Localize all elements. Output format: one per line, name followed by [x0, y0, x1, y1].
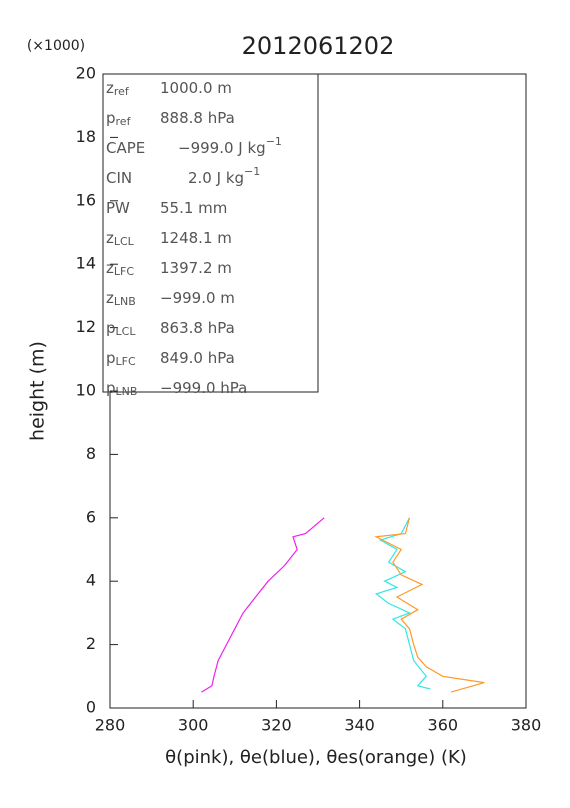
x-tick-label: 360: [428, 716, 459, 735]
info-value-main: 2.0 J kg: [188, 169, 244, 187]
info-value-main: 1397.2 m: [160, 259, 232, 277]
info-value-sup: −1: [244, 165, 260, 178]
info-label: zLFC: [106, 259, 134, 279]
info-value: −999.0 m: [160, 289, 235, 307]
y-tick-label: 0: [86, 698, 96, 717]
info-label-main: PW: [106, 199, 130, 217]
info-label: zLCL: [106, 229, 135, 249]
y-tick-label: 12: [76, 317, 96, 336]
x-tick-label: 320: [261, 716, 292, 735]
info-value: 863.8 hPa: [160, 319, 235, 337]
info-label-sub: LFC: [116, 355, 136, 368]
info-label: PW: [106, 199, 130, 217]
y-tick-label: 6: [86, 507, 96, 526]
y-tick-label: 4: [86, 571, 96, 590]
info-value-main: 849.0 hPa: [160, 349, 235, 367]
x-tick-label: 340: [344, 716, 375, 735]
y-axis-label: height (m): [27, 341, 49, 441]
info-value-sup: −1: [266, 135, 282, 148]
info-label-sub: LNB: [114, 295, 136, 308]
info-label-sub: LCL: [114, 235, 135, 248]
info-label-main: CAPE: [106, 139, 145, 157]
info-label-main: z: [106, 79, 114, 97]
info-value-main: 1248.1 m: [160, 229, 232, 247]
profile-line: [374, 517, 431, 690]
info-value: 888.8 hPa: [160, 109, 235, 127]
x-tick-label: 380: [511, 716, 542, 735]
info-label-main: z: [106, 289, 114, 307]
info-value: 55.1 mm: [160, 199, 227, 217]
y-tick-label: 14: [76, 254, 96, 273]
info-label-main: z: [106, 259, 114, 277]
info-label: CAPE: [106, 139, 145, 157]
info-label-sub: LCL: [116, 325, 137, 338]
profile-line: [374, 517, 485, 693]
info-box: [102, 73, 319, 393]
info-label-main: CIN: [106, 169, 132, 187]
y-tick-label: 18: [76, 127, 96, 146]
info-value: −999.0 hPa: [160, 379, 247, 397]
info-label-sub: LFC: [114, 265, 134, 278]
profile-line: [201, 517, 325, 693]
x-tick-label: 300: [178, 716, 209, 735]
info-label: CIN: [106, 169, 132, 187]
info-label: zLNB: [106, 289, 136, 309]
info-label: pLFC: [106, 349, 136, 369]
info-label: pLCL: [106, 319, 136, 339]
info-label-main: p: [106, 319, 116, 337]
info-label-sub: ref: [114, 85, 130, 98]
info-value: 1000.0 m: [160, 79, 232, 97]
y-tick-label: 2: [86, 634, 96, 653]
info-label: pLNB: [106, 379, 137, 399]
info-value-main: −999.0 m: [160, 289, 235, 307]
info-value: −999.0 J kg−1: [178, 135, 282, 157]
info-label-main: p: [106, 379, 116, 397]
info-value: 1397.2 m: [160, 259, 232, 277]
info-value-main: −999.0 J kg: [178, 139, 266, 157]
info-value-main: 888.8 hPa: [160, 109, 235, 127]
y-tick-label: 10: [76, 381, 96, 400]
y-tick-label: 8: [86, 444, 96, 463]
y-tick-label: 16: [76, 190, 96, 209]
info-label-main: p: [106, 109, 116, 127]
info-label-sub: ref: [116, 115, 132, 128]
x-tick-label: 280: [95, 716, 126, 735]
info-value-main: 863.8 hPa: [160, 319, 235, 337]
info-value: 849.0 hPa: [160, 349, 235, 367]
info-value: 2.0 J kg−1: [188, 165, 260, 187]
info-label: pref: [106, 109, 132, 129]
info-value: 1248.1 m: [160, 229, 232, 247]
info-label: zref: [106, 79, 130, 99]
info-label-sub: LNB: [116, 385, 138, 398]
info-value-main: −999.0 hPa: [160, 379, 247, 397]
y-multiplier: (×1000): [27, 38, 85, 54]
info-label-main: p: [106, 349, 116, 367]
info-label-main: z: [106, 229, 114, 247]
chart-title: 2012061202: [242, 32, 395, 60]
x-axis-label: θ(pink), θe(blue), θes(orange) (K): [165, 747, 467, 768]
y-tick-label: 20: [76, 64, 96, 83]
info-value-main: 1000.0 m: [160, 79, 232, 97]
info-value-main: 55.1 mm: [160, 199, 227, 217]
